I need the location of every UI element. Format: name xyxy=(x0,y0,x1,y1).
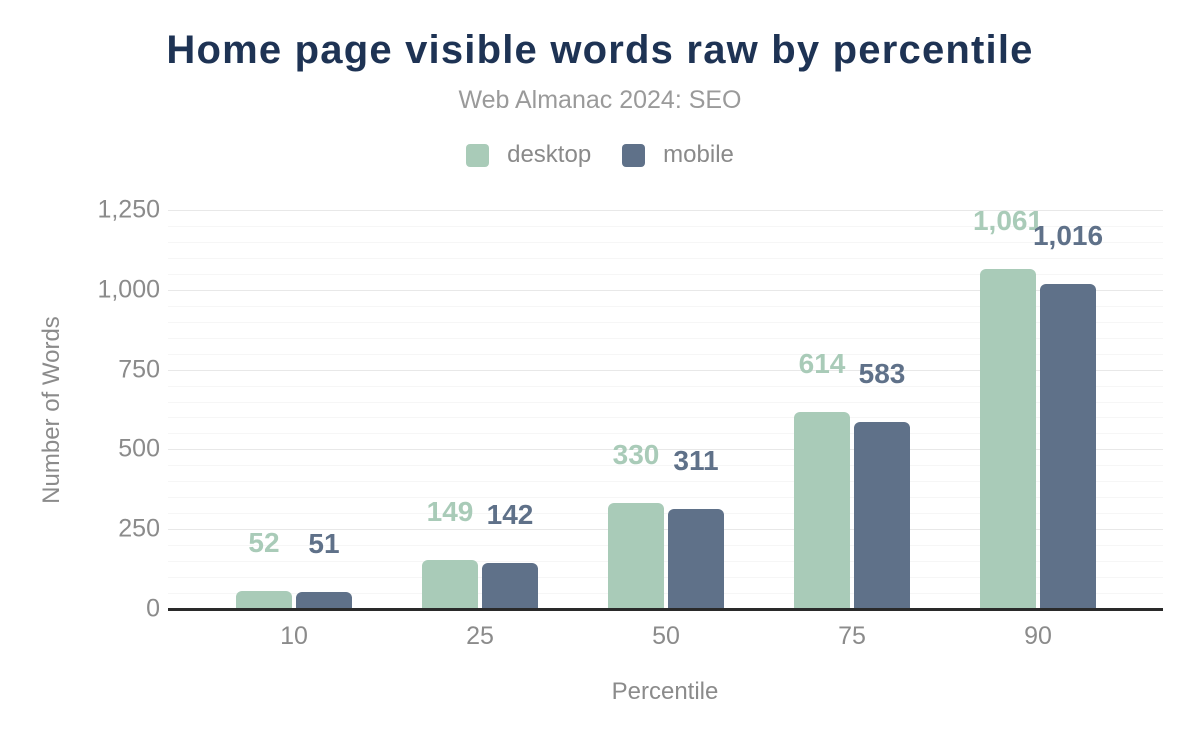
minor-gridline xyxy=(168,306,1163,307)
minor-gridline xyxy=(168,386,1163,387)
minor-gridline xyxy=(168,497,1163,498)
legend: desktop mobile xyxy=(0,141,1200,169)
y-tick-label: 0 xyxy=(146,594,160,623)
y-tick-label: 500 xyxy=(118,434,160,463)
minor-gridline xyxy=(168,593,1163,594)
value-label-mobile-75: 583 xyxy=(858,358,906,389)
bar-mobile-90 xyxy=(1040,284,1096,608)
value-label-desktop-25: 149 xyxy=(426,496,474,527)
minor-gridline xyxy=(168,577,1163,578)
minor-gridline xyxy=(168,417,1163,418)
legend-item-mobile: mobile xyxy=(622,141,734,169)
x-tick-label-50: 50 xyxy=(652,622,680,650)
value-label-desktop-90: 1,061 xyxy=(972,205,1044,236)
y-tick-label: 1,000 xyxy=(97,275,160,304)
value-label-mobile-50: 311 xyxy=(673,445,719,476)
bar-desktop-25 xyxy=(422,560,478,608)
minor-gridline xyxy=(168,354,1163,355)
bar-mobile-75 xyxy=(854,422,910,608)
minor-gridline xyxy=(168,481,1163,482)
chart-subtitle: Web Almanac 2024: SEO xyxy=(458,86,742,114)
minor-gridline xyxy=(168,465,1163,466)
y-axis-title: Number of Words xyxy=(38,316,65,504)
minor-gridline xyxy=(168,322,1163,323)
major-gridline xyxy=(168,449,1163,450)
y-tick-label: 750 xyxy=(118,355,160,384)
minor-gridline xyxy=(168,258,1163,259)
bar-desktop-90 xyxy=(980,269,1036,608)
legend-item-desktop: desktop xyxy=(466,141,591,169)
x-tick-label-90: 90 xyxy=(1024,622,1052,650)
bar-desktop-50 xyxy=(608,503,664,608)
x-tick-label-10: 10 xyxy=(280,622,308,650)
legend-label-desktop: desktop xyxy=(507,141,592,168)
major-gridline xyxy=(168,290,1163,291)
bar-desktop-75 xyxy=(794,412,850,608)
minor-gridline xyxy=(168,545,1163,546)
x-tick-label-25: 25 xyxy=(466,622,494,650)
minor-gridline xyxy=(168,274,1163,275)
y-tick-label: 250 xyxy=(118,514,160,543)
chart-title: Home page visible words raw by percentil… xyxy=(166,28,1034,72)
legend-label-mobile: mobile xyxy=(663,141,734,168)
minor-gridline xyxy=(168,226,1163,227)
value-label-mobile-10: 51 xyxy=(308,528,340,559)
y-tick-label: 1,250 xyxy=(97,195,160,224)
x-axis-title: Percentile xyxy=(611,678,719,705)
x-tick-label-75: 75 xyxy=(838,622,866,650)
minor-gridline xyxy=(168,433,1163,434)
minor-gridline xyxy=(168,513,1163,514)
legend-swatch-mobile-icon xyxy=(622,143,646,167)
value-label-mobile-90: 1,016 xyxy=(1032,220,1104,251)
value-label-desktop-10: 52 xyxy=(248,527,280,558)
major-gridline xyxy=(168,210,1163,211)
value-label-mobile-25: 142 xyxy=(486,499,534,530)
minor-gridline xyxy=(168,561,1163,562)
major-gridline xyxy=(168,529,1163,530)
bar-desktop-10 xyxy=(236,591,292,608)
value-label-desktop-75: 614 xyxy=(798,348,846,379)
bar-mobile-10 xyxy=(296,592,352,608)
bar-mobile-25 xyxy=(482,563,538,608)
major-gridline xyxy=(168,370,1163,371)
x-axis-line xyxy=(168,608,1163,611)
bar-mobile-50 xyxy=(668,509,724,608)
minor-gridline xyxy=(168,338,1163,339)
legend-swatch-desktop-icon xyxy=(466,143,490,167)
value-label-desktop-50: 330 xyxy=(612,439,660,470)
minor-gridline xyxy=(168,242,1163,243)
minor-gridline xyxy=(168,402,1163,403)
